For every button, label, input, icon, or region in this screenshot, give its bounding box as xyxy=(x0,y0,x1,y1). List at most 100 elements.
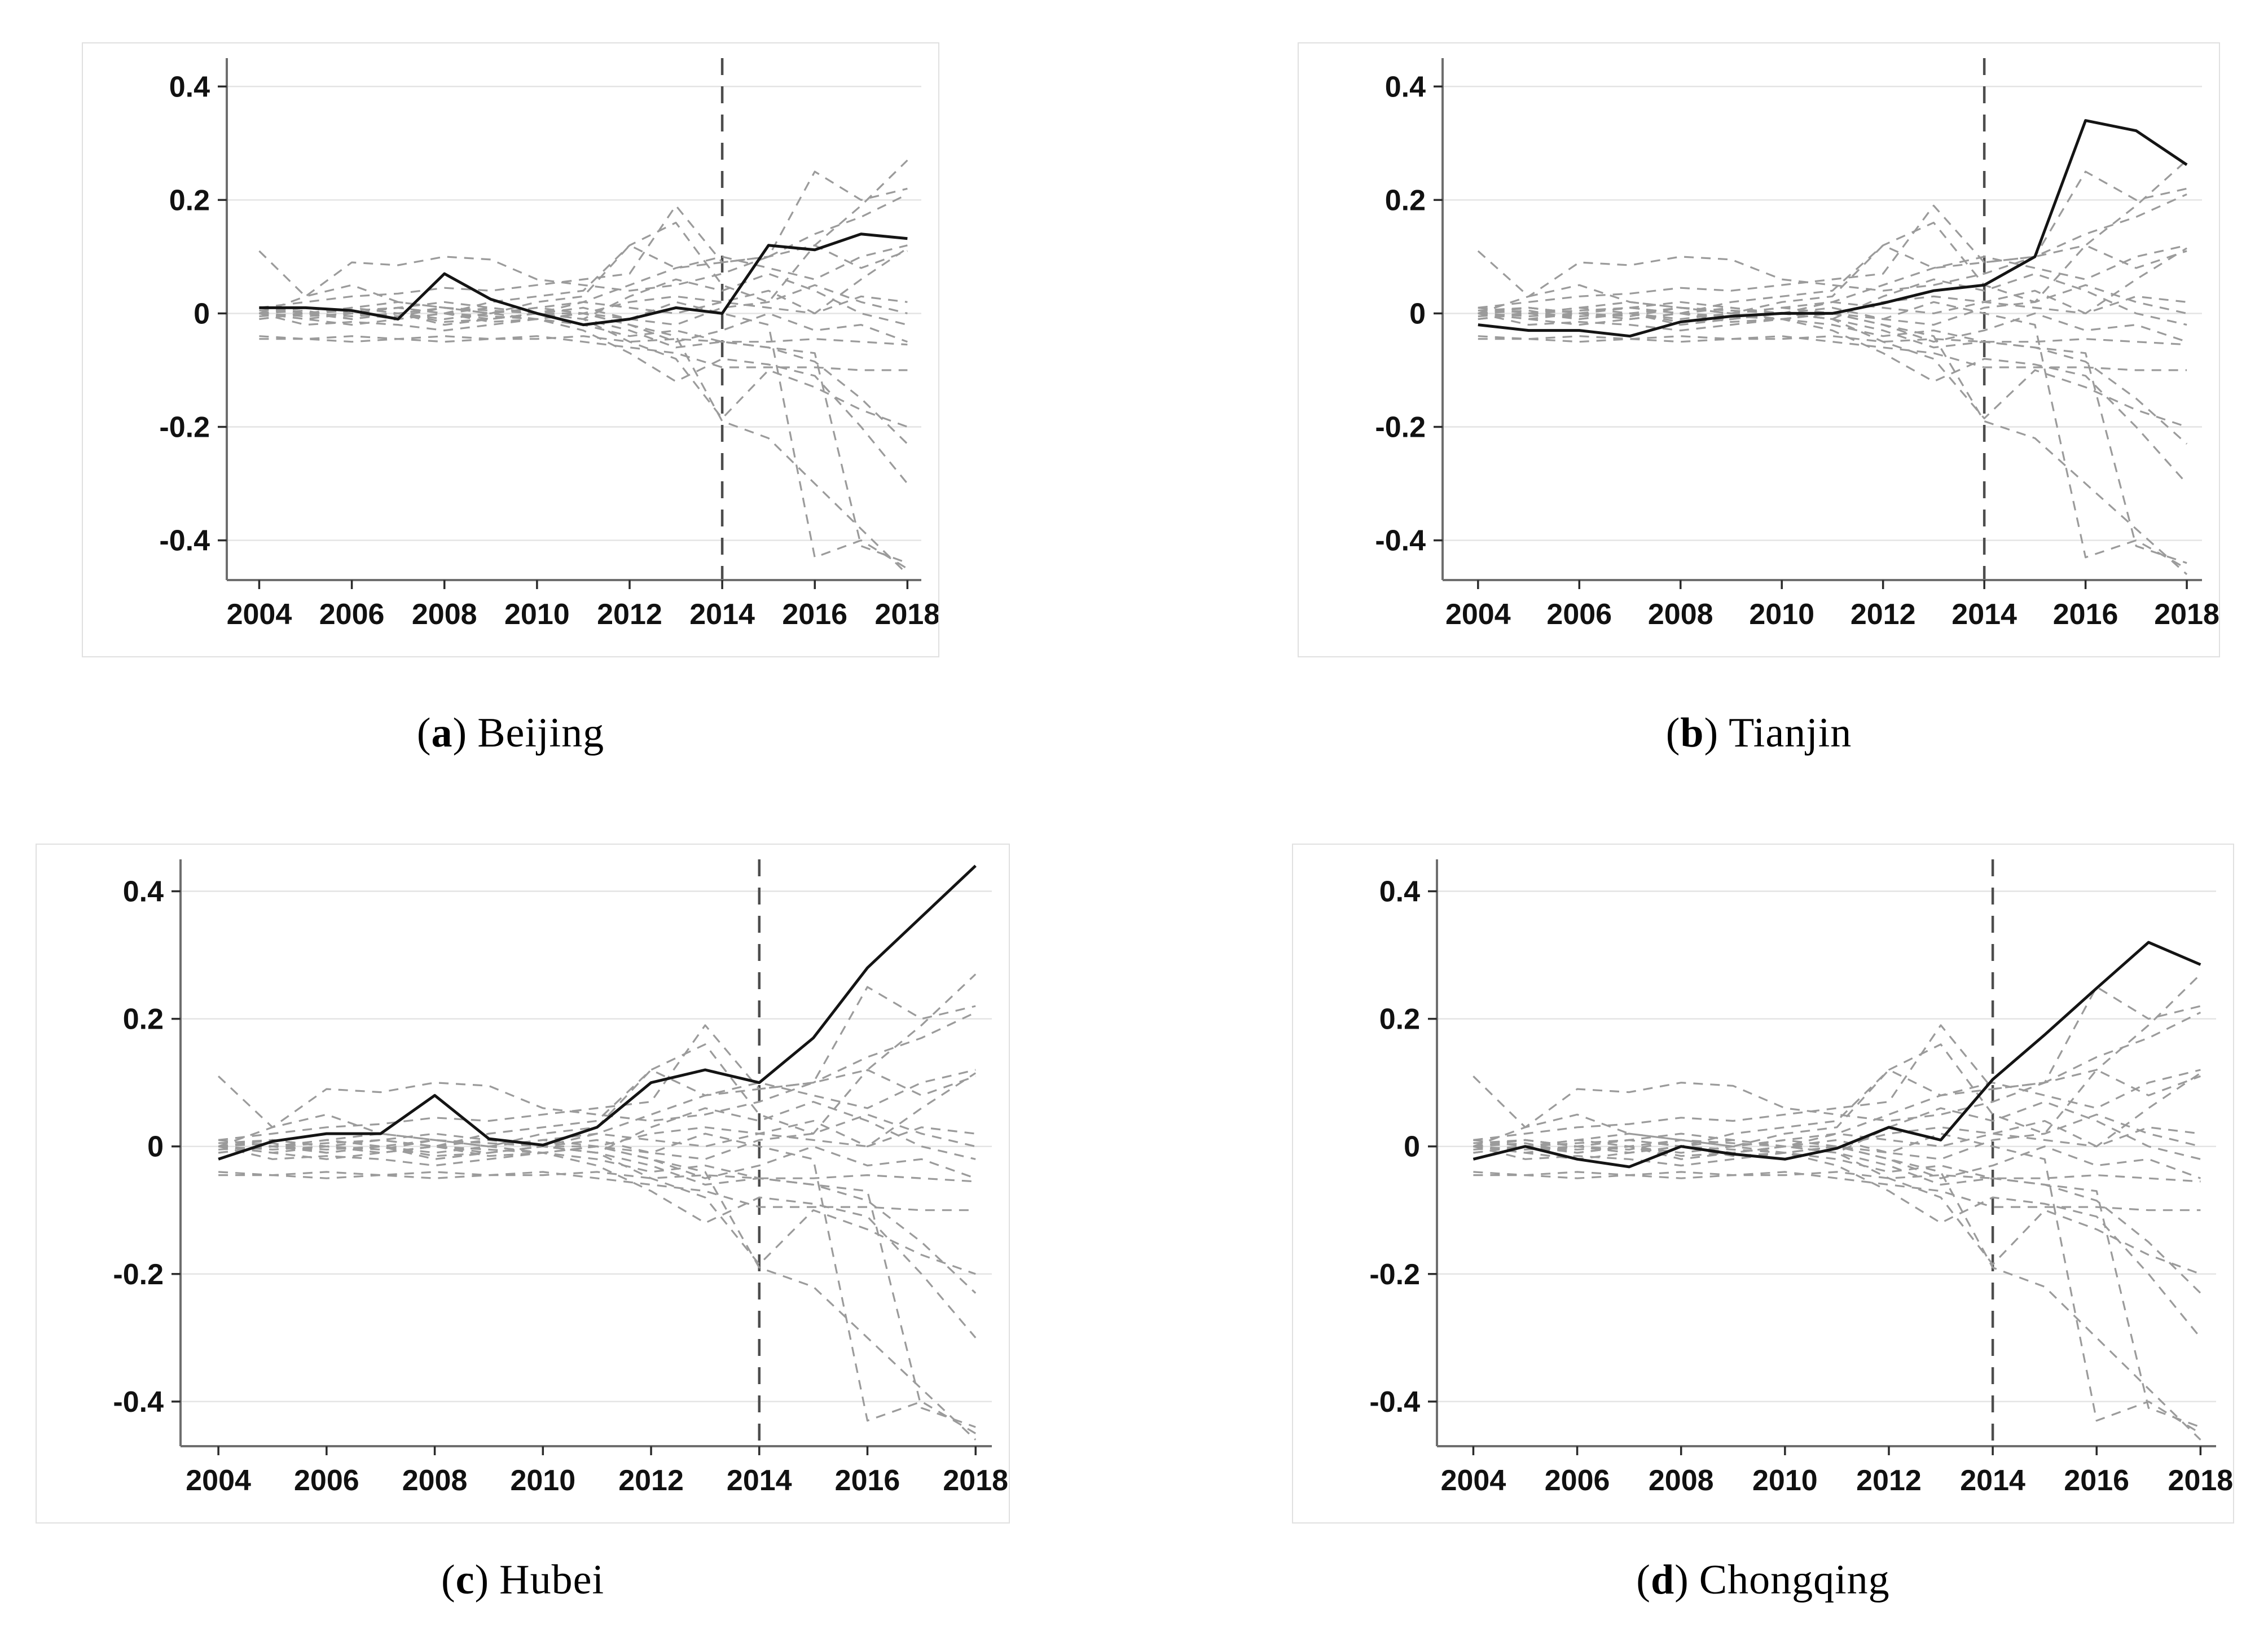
y-tick-label: 0.2 xyxy=(123,1003,164,1036)
panel-beijing: 0.4 0.2 0 -0.2 -0.4 2004 2006 2008 2010 2012 2014 2… xyxy=(82,42,939,757)
caption-close-paren: ) xyxy=(474,1557,490,1603)
placebo-line xyxy=(259,312,908,576)
y-tick-label: -0.4 xyxy=(1369,1386,1420,1419)
placebo-line xyxy=(258,170,908,314)
y-gridlines xyxy=(181,890,992,1403)
caption-open-paren: ( xyxy=(416,710,432,756)
placebo-line xyxy=(1473,1119,2201,1151)
treated-line-chongqing xyxy=(1473,941,2201,1169)
y-tick-label: 0.2 xyxy=(1385,184,1426,217)
placebo-lines xyxy=(1473,973,2201,1441)
y-tick-label: -0.2 xyxy=(113,1258,164,1291)
placebo-line xyxy=(259,222,908,321)
axes xyxy=(226,58,921,581)
placebo-line xyxy=(1478,289,2187,318)
placebo-line xyxy=(1478,284,2187,326)
x-tick-label: 2004 xyxy=(227,598,292,631)
x-tick-label: 2010 xyxy=(1749,598,1814,631)
x-tick-label: 2006 xyxy=(294,1464,359,1497)
y-tick-label: -0.4 xyxy=(113,1386,164,1419)
x-tick-label: 2014 xyxy=(727,1464,792,1497)
caption-region: Chongqing xyxy=(1699,1557,1890,1603)
treated-line-beijing xyxy=(259,232,908,327)
x-tick-label: 2012 xyxy=(618,1464,684,1497)
placebo-line xyxy=(218,973,977,1148)
placebo-line xyxy=(1478,222,2187,321)
x-tick-label: 2014 xyxy=(689,598,755,631)
x-tick-label: 2016 xyxy=(835,1464,900,1497)
axes xyxy=(1436,859,2216,1447)
caption-open-paren: ( xyxy=(1636,1557,1651,1603)
placebo-line xyxy=(1473,1142,2201,1275)
placebo-line xyxy=(1478,193,2187,309)
caption-open-paren: ( xyxy=(441,1557,456,1603)
placebo-line xyxy=(218,1145,976,1428)
placebo-line xyxy=(1473,1011,2201,1141)
placebo-line xyxy=(1473,1101,2201,1160)
x-tick-label: 2008 xyxy=(412,598,477,631)
y-tick-label: 0.4 xyxy=(169,71,210,103)
placebo-line xyxy=(1473,1145,2201,1428)
placebo-line xyxy=(1473,1139,2201,1294)
treated-line-hubei xyxy=(218,864,977,1161)
x-tick-label: 2012 xyxy=(597,598,662,631)
x-tick-label: 2010 xyxy=(504,598,570,631)
placebo-line xyxy=(218,1011,976,1141)
chart-hubei: 0.4 0.2 0 -0.2 -0.4 2004 2006 2008 2010 2012 2014 2… xyxy=(36,844,1010,1524)
placebo-line xyxy=(218,1145,976,1179)
y-tick-label: 0.4 xyxy=(123,876,164,908)
placebo-lines xyxy=(1477,159,2188,576)
y-tick-label: 0 xyxy=(1404,1131,1420,1164)
placebo-line xyxy=(1473,986,2201,1148)
caption-letter: d xyxy=(1650,1557,1675,1603)
placebo-line xyxy=(1473,1145,2201,1338)
placebo-line xyxy=(218,1139,977,1294)
x-tick-label: 2008 xyxy=(1648,598,1713,631)
x-tick-label: 2018 xyxy=(943,1464,1008,1497)
caption-letter: b xyxy=(1680,710,1704,756)
caption-open-paren: ( xyxy=(1665,710,1681,756)
y-tick-label: -0.4 xyxy=(159,525,210,557)
placebo-line xyxy=(218,1043,976,1154)
placebo-line xyxy=(1473,1145,2201,1179)
caption-close-paren: ) xyxy=(1674,1557,1689,1603)
placebo-line xyxy=(259,273,908,326)
panel-tianjin: 0.4 0.2 0 -0.2 -0.4 2004 2006 2008 2010 2012 2014 2… xyxy=(1298,42,2220,757)
x-tick-label: 2006 xyxy=(1545,1464,1610,1497)
placebo-line xyxy=(218,1101,976,1160)
caption-hubei: (c) Hubei xyxy=(36,1556,1010,1604)
y-tick-label: 0.4 xyxy=(1379,876,1420,908)
x-tick-label: 2006 xyxy=(1546,598,1612,631)
x-tick-label: 2014 xyxy=(1960,1464,2025,1497)
panel-chongqing: 0.4 0.2 0 -0.2 -0.4 2004 2006 2008 2010 2012 2014 2… xyxy=(1292,844,2234,1604)
placebo-line xyxy=(259,312,908,343)
placebo-line xyxy=(259,312,908,564)
placebo-line xyxy=(1473,1145,2201,1441)
y-tick-label: -0.2 xyxy=(1375,411,1426,444)
caption-letter: c xyxy=(455,1557,475,1603)
placebo-lines xyxy=(218,973,977,1441)
y-gridlines xyxy=(1437,890,2216,1403)
placebo-line xyxy=(218,986,976,1148)
placebo-line xyxy=(1473,1069,2201,1148)
x-tick-label: 2012 xyxy=(1851,598,1916,631)
x-tick-label: 2006 xyxy=(319,598,385,631)
placebo-line xyxy=(1477,159,2188,314)
placebo-line xyxy=(1473,973,2201,1148)
placebo-line xyxy=(1478,170,2187,314)
y-tick-labels: 0.4 0.2 0 -0.2 -0.4 xyxy=(1369,876,1437,1419)
y-gridlines xyxy=(227,86,921,541)
y-tick-labels: 0.4 0.2 0 -0.2 -0.4 xyxy=(1375,71,1443,557)
placebo-line xyxy=(218,1119,976,1151)
x-tick-label: 2008 xyxy=(402,1464,468,1497)
treated-line-tianjin xyxy=(1478,119,2188,338)
y-tick-label: 0 xyxy=(1409,297,1426,330)
chart-chongqing: 0.4 0.2 0 -0.2 -0.4 2004 2006 2008 2010 2012 2014 2… xyxy=(1292,844,2234,1524)
chart-tianjin: 0.4 0.2 0 -0.2 -0.4 2004 2006 2008 2010 2012 2014 2… xyxy=(1298,42,2220,657)
x-tick-labels: 2004 2006 2008 2010 2012 2014 2016 2018 xyxy=(1445,580,2219,631)
y-tick-label: 0 xyxy=(147,1131,164,1164)
